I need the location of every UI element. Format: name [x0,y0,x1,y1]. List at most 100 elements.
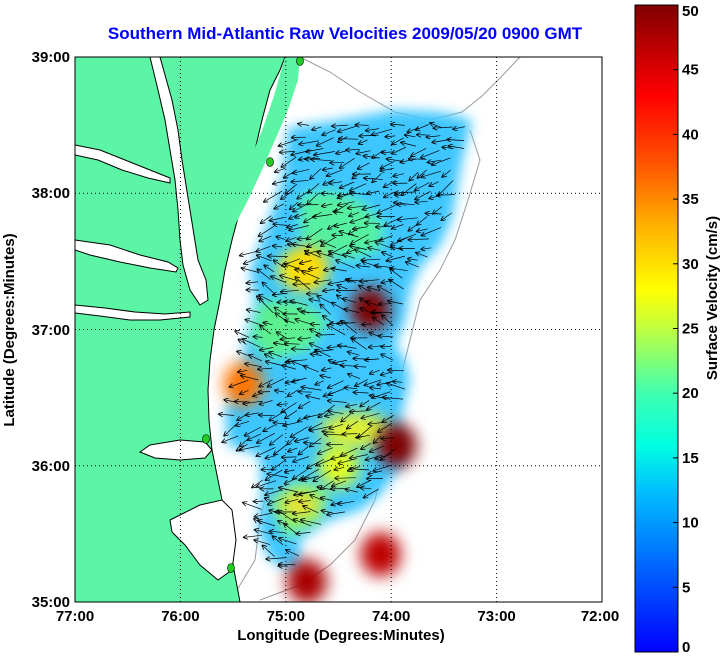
velocity-hotspot-6 [318,443,359,488]
velocity-vector [375,453,391,459]
velocity-vector [304,413,323,418]
x-axis-ticks: 77:00 76:00 75:00 74:00 73:00 72:00 [56,608,619,625]
velocity-vector [302,271,320,280]
velocity-vector [421,150,440,157]
velocity-vector [293,467,310,479]
velocity-vector [433,206,443,214]
velocity-vector [264,265,275,273]
velocity-vector [293,168,310,173]
colorbar-tick-label: 15 [682,450,699,467]
velocity-vector [279,564,296,565]
velocity-vector [282,402,297,413]
velocity-vector [321,376,331,378]
velocity-vector [357,266,371,268]
velocity-vector [387,383,406,390]
velocity-vector [257,432,275,443]
velocity-vector [365,359,380,360]
velocity-vector [264,323,273,325]
chart-title: Southern Mid-Atlantic Raw Velocities 200… [108,24,583,43]
velocity-vector [293,204,307,212]
velocity-vector [262,469,274,470]
velocity-vector [388,301,403,305]
colorbar-tick-label: 10 [682,515,699,532]
velocity-vector [328,401,347,403]
river-middle [75,239,179,273]
velocity-vector [303,475,319,481]
velocity-vector [343,299,357,303]
velocity-vector [398,218,418,220]
velocity-vector [260,326,272,335]
velocity-vector [268,256,288,257]
velocity-vector [299,392,312,393]
velocity-vector [311,324,320,325]
y-tick-label-39: 39:00 [32,49,70,66]
velocity-vector [282,156,297,167]
velocity-vector [362,412,380,418]
velocity-vector [302,387,322,391]
velocity-vector [322,204,333,206]
velocity-vector [320,305,331,315]
velocity-vector [388,370,404,371]
velocity-vector [279,538,297,545]
velocity-vector [285,410,298,418]
velocity-vector [361,488,372,489]
velocity-vector [367,191,380,193]
velocity-vector [333,212,344,213]
velocity-vector [409,239,429,240]
velocity-vector [350,246,368,250]
velocity-vector [329,423,344,428]
velocity-vector [257,255,272,262]
velocity-vector [327,325,346,336]
grid-lines [75,57,602,602]
velocity-vector [391,124,405,125]
velocity-vector [370,388,382,389]
velocity-vector [322,368,332,370]
velocity-vector [271,277,286,283]
velocity-vector [366,212,380,217]
velocity-vector [246,320,264,326]
velocity-vector [373,464,392,471]
velocity-vector [323,289,335,291]
velocity-vector [372,129,391,135]
y-tick-label-36: 36:00 [32,458,70,475]
velocity-vector [348,352,360,356]
velocity-vector [273,180,287,184]
velocity-vector [368,248,381,251]
velocity-vector [299,490,319,494]
velocity-vector [299,400,311,408]
velocity-vector [256,245,271,251]
velocity-vector [306,396,321,400]
velocity-vector [336,260,355,269]
velocity-vector [269,352,283,358]
station-marker-north [296,57,304,66]
velocity-vector [308,183,320,192]
velocity-hotspot-2 [286,559,327,602]
velocity-vector [365,379,382,386]
velocity-vector [295,212,307,218]
x-tick-label-75: 75:00 [267,608,305,625]
velocity-vector [237,351,249,356]
velocity-vector [408,259,418,261]
velocity-vector [350,454,368,459]
velocity-vector [442,212,453,220]
velocity-vector [335,467,345,469]
velocity-vector [300,261,312,264]
velocity-vector [350,411,369,412]
velocity-vector [272,459,287,470]
y-tick-label-38: 38:00 [32,185,70,202]
velocity-hotspot-4 [223,362,264,406]
velocity-vector [230,379,249,387]
velocity-vector [356,125,369,126]
velocity-vector [372,173,382,183]
velocity-vector [358,425,372,437]
velocity-vector [358,162,370,169]
velocity-vector [392,146,407,154]
velocity-vector [369,423,383,425]
velocity-vector [313,214,333,217]
velocity-vector [295,437,310,442]
colorbar-tick-label: 0 [682,639,690,656]
y-tick-label-35: 35:00 [32,594,70,611]
velocity-vector [327,511,345,515]
velocity-vector [303,506,319,514]
velocity-vector [297,190,310,199]
